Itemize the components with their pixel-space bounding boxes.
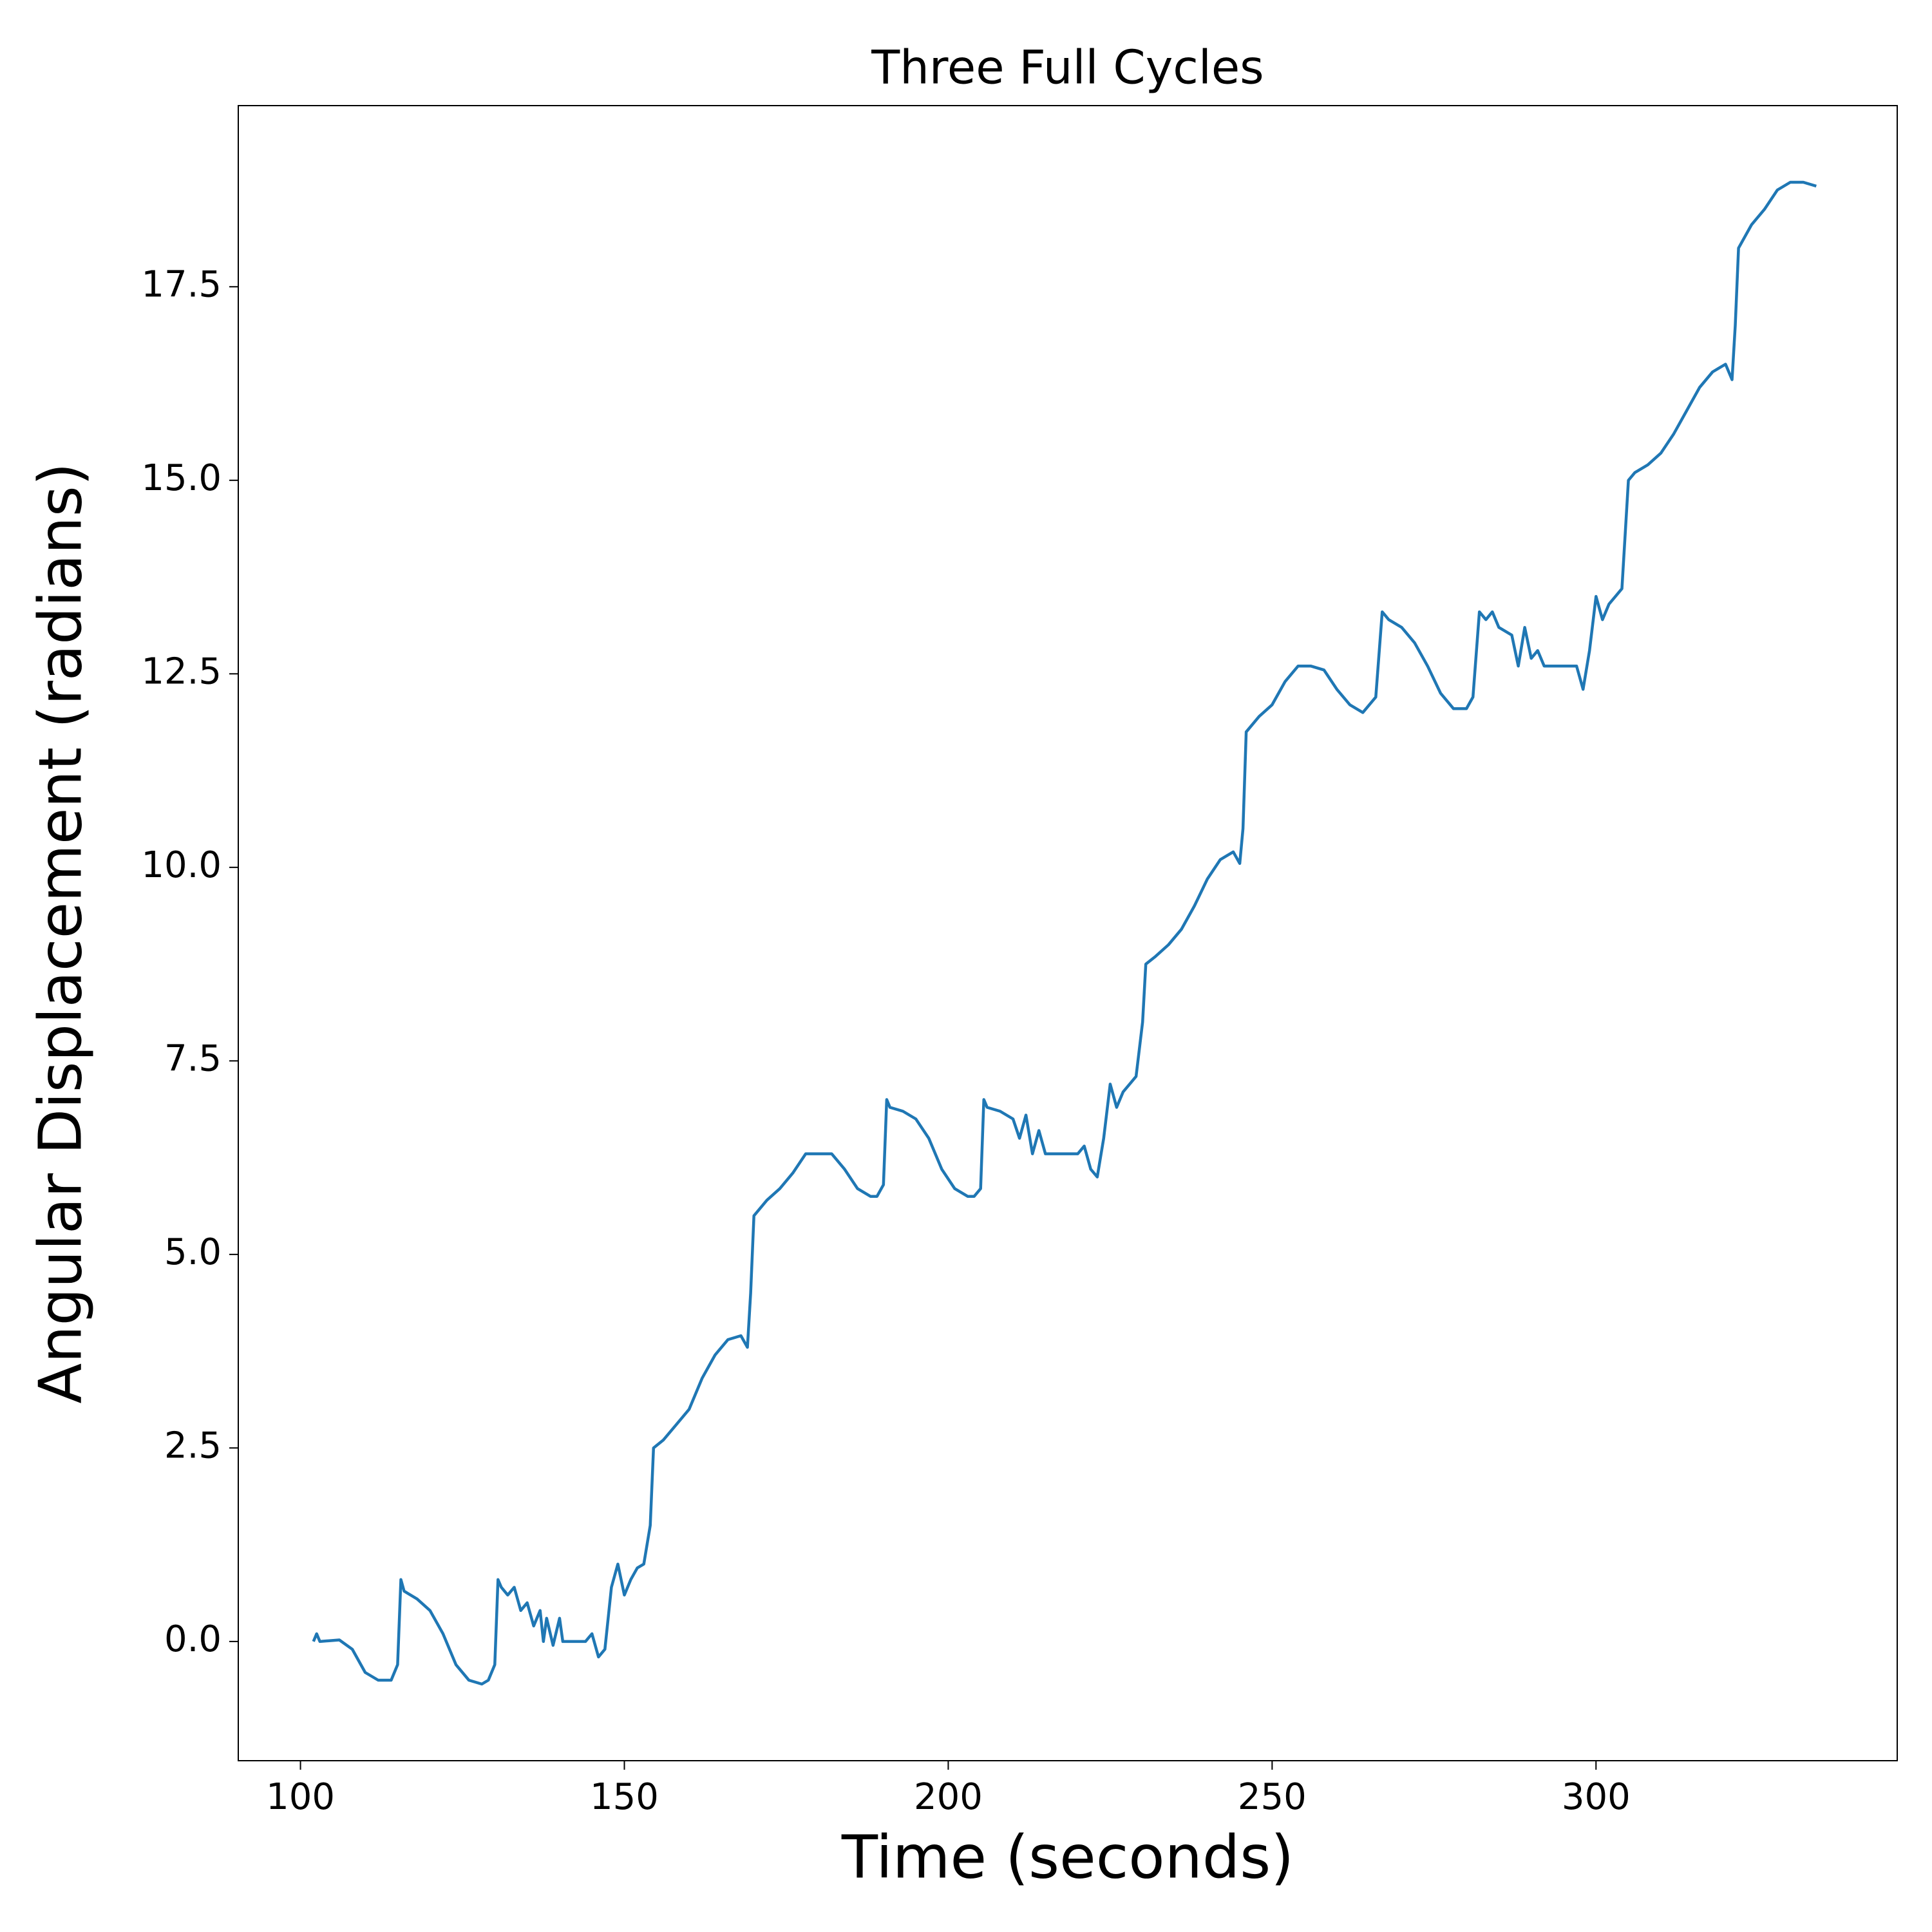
x-tick-label: 200 xyxy=(914,1776,983,1818)
plot-frame xyxy=(238,105,1898,1761)
x-tick-label: 300 xyxy=(1562,1776,1631,1818)
x-tick-label: 100 xyxy=(266,1776,335,1818)
y-tick-label: 15.0 xyxy=(141,457,222,499)
y-tick-label: 17.5 xyxy=(141,263,222,305)
y-tick-label: 2.5 xyxy=(164,1425,222,1467)
x-axis-label: Time (seconds) xyxy=(841,1823,1294,1891)
y-axis-label: Angular Displacement (radians) xyxy=(26,462,95,1403)
chart-title: Three Full Cycles xyxy=(871,41,1264,95)
y-tick-label: 7.5 xyxy=(164,1037,222,1079)
x-tick-label: 250 xyxy=(1238,1776,1307,1818)
y-tick-label: 12.5 xyxy=(141,650,222,692)
y-tick-label: 10.0 xyxy=(141,844,222,886)
x-tick-label: 150 xyxy=(590,1776,659,1818)
data-line xyxy=(312,180,1817,1686)
y-tick-label: 5.0 xyxy=(164,1231,222,1273)
y-tick-label: 0.0 xyxy=(164,1618,222,1660)
